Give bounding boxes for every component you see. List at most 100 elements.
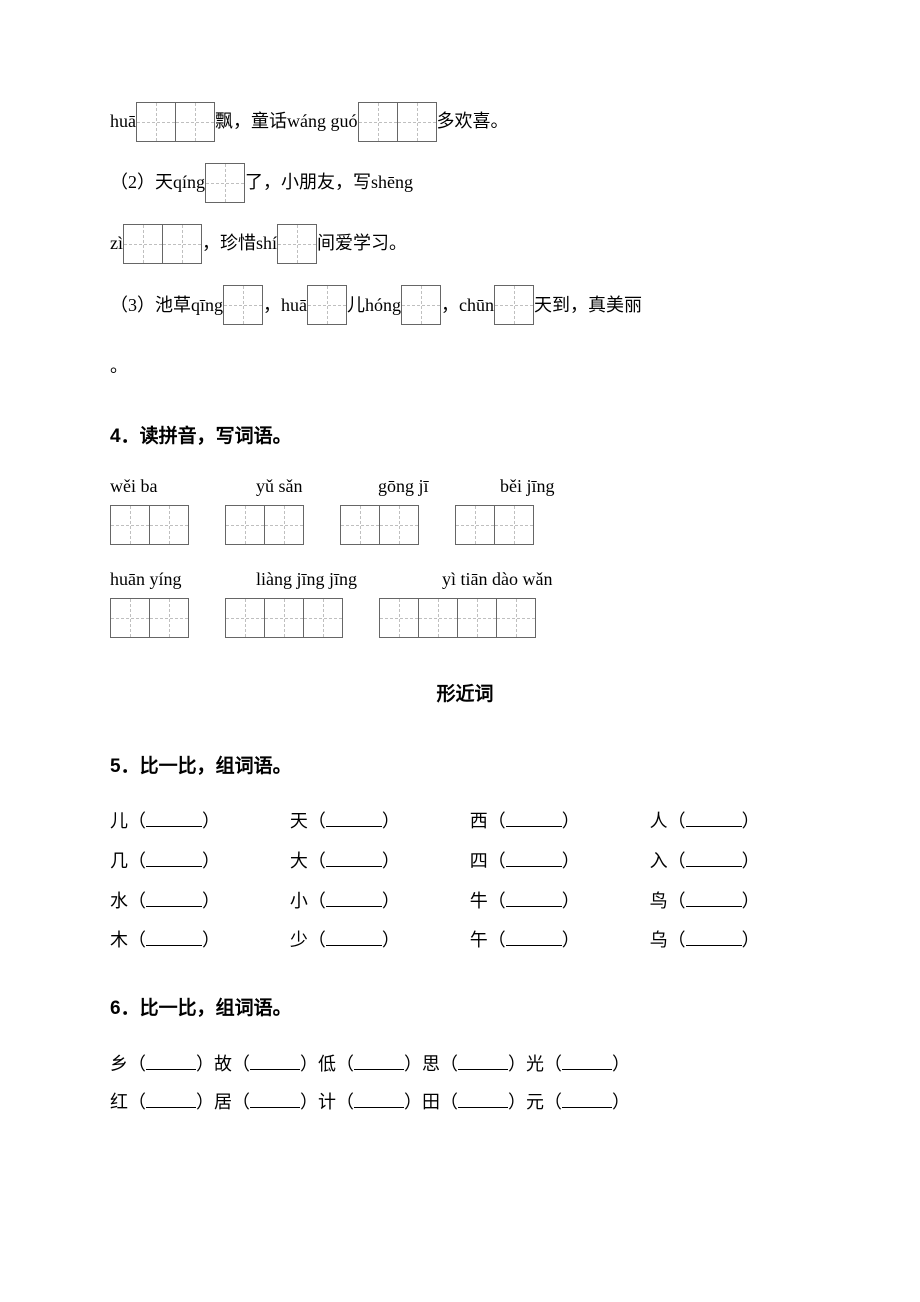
compare-cell: 水（） [110,883,280,921]
section-title: 形近词 [110,672,820,718]
char-box-group[interactable] [223,285,263,325]
fill-blank[interactable] [506,888,562,907]
compare-grid: 乡（）故（）低（）思（）光（）红（）居（）计（）田（）元（） [110,1046,820,1122]
char-box-group[interactable] [379,598,536,638]
fill-blank[interactable] [326,927,382,946]
compare-cell: 大（） [290,843,460,881]
question-6-title: 6．比一比，组词语。 [110,986,820,1032]
fill-blank[interactable] [686,808,742,827]
compare-cell: 鸟（） [650,883,820,921]
compare-grid: 儿（） 天（） 西（） 人（） 几（） 大（） 四（） 入（） 水（） 小（） 牛（） 鸟（） 木（） 少… [110,803,820,960]
fill-blank[interactable] [686,927,742,946]
fill-blank[interactable] [146,927,202,946]
fill-blank[interactable] [562,1089,612,1108]
fill-blank[interactable] [250,1051,300,1070]
compare-cell: 儿（） [110,803,280,841]
compare-row: 几（） 大（） 四（） 入（） [110,843,820,881]
text: 。 [110,345,128,388]
char-box-group[interactable] [225,598,343,638]
text: huā [110,100,136,143]
char-box-group[interactable] [205,163,245,203]
compare-cell: 午（） [470,922,640,960]
text: 多欢喜。 [437,100,509,143]
fill-blank[interactable] [354,1051,404,1070]
box-row [110,598,820,638]
fill-blank[interactable] [326,808,382,827]
char-box-group[interactable] [401,285,441,325]
fill-blank[interactable] [686,888,742,907]
compare-cell: 牛（） [470,883,640,921]
compare-cell: 木（） [110,922,280,960]
pinyin-label: běi jīng [500,474,586,499]
char-box-group[interactable] [494,285,534,325]
pinyin-label: liàng jīng jīng [256,567,406,592]
char-box-group[interactable] [136,102,215,142]
fill-blank[interactable] [354,1089,404,1108]
fill-blank[interactable] [326,848,382,867]
worksheet-page: huā 飘，童话wáng guó 多欢喜。 （2）天qíng 了，小朋友，写sh… [0,0,920,1201]
char-box-group[interactable] [110,505,189,545]
text: （2）天qíng [110,161,205,204]
pinyin-label: yì tiān dào wǎn [442,567,602,592]
sentence-line-2: （2）天qíng 了，小朋友，写shēng [110,161,820,204]
fill-blank[interactable] [506,848,562,867]
char-box-group[interactable] [340,505,419,545]
sentence-line-1: huā 飘，童话wáng guó 多欢喜。 [110,100,820,143]
pinyin-label: huān yíng [110,567,220,592]
text: 间爱学习。 [317,222,407,265]
text: 飘，童话wáng guó [215,100,358,143]
fill-blank[interactable] [686,848,742,867]
fill-blank[interactable] [458,1089,508,1108]
compare-cell: 西（） [470,803,640,841]
char-box-group[interactable] [123,224,202,264]
text: （3）池草qīng [110,284,223,327]
pinyin-row: wěi ba yǔ sǎn gōng jī běi jīng [110,474,820,499]
compare-cell: 人（） [650,803,820,841]
fill-blank[interactable] [506,927,562,946]
compare-cell: 入（） [650,843,820,881]
fill-blank[interactable] [326,888,382,907]
compare-cell: 少（） [290,922,460,960]
fill-blank[interactable] [250,1089,300,1108]
compare-cell: 小（） [290,883,460,921]
compare-cell: 乌（） [650,922,820,960]
compare-row: 儿（） 天（） 西（） 人（） [110,803,820,841]
text: ，chūn [441,284,494,327]
char-box-group[interactable] [358,102,437,142]
fill-blank[interactable] [506,808,562,827]
fill-blank[interactable] [562,1051,612,1070]
compare-cell: 天（） [290,803,460,841]
text: ，huā [263,284,307,327]
sentence-line-3: zì ，珍惜shí 间爱学习。 [110,222,820,265]
char-box-group[interactable] [110,598,189,638]
text: 天到，真美丽 [534,284,642,327]
text: 了，小朋友，写shēng [245,161,413,204]
fill-blank[interactable] [146,1089,196,1108]
char-box-group[interactable] [277,224,317,264]
char-box-group[interactable] [225,505,304,545]
pinyin-row: huān yíng liàng jīng jīng yì tiān dào wǎn [110,567,820,592]
fill-blank[interactable] [146,888,202,907]
compare-row: 乡（）故（）低（）思（）光（） [110,1046,820,1084]
compare-cell: 几（） [110,843,280,881]
char-box-group[interactable] [455,505,534,545]
fill-blank[interactable] [146,808,202,827]
compare-cell: 四（） [470,843,640,881]
box-row [110,505,820,545]
sentence-line-4-end: 。 [110,345,820,388]
pinyin-label: yǔ sǎn [256,474,342,499]
text: 儿hóng [347,284,401,327]
pinyin-label: wěi ba [110,474,220,499]
question-4-title: 4．读拼音，写词语。 [110,414,820,460]
char-box-group[interactable] [307,285,347,325]
pinyin-label: gōng jī [378,474,464,499]
compare-row: 红（）居（）计（）田（）元（） [110,1084,820,1122]
sentence-line-4: （3）池草qīng ，huā 儿hóng ，chūn 天到，真美丽 [110,284,820,327]
fill-blank[interactable] [146,848,202,867]
text: zì [110,222,123,265]
text: ，珍惜shí [202,222,277,265]
compare-row: 水（） 小（） 牛（） 鸟（） [110,883,820,921]
compare-row: 木（） 少（） 午（） 乌（） [110,922,820,960]
fill-blank[interactable] [146,1051,196,1070]
fill-blank[interactable] [458,1051,508,1070]
